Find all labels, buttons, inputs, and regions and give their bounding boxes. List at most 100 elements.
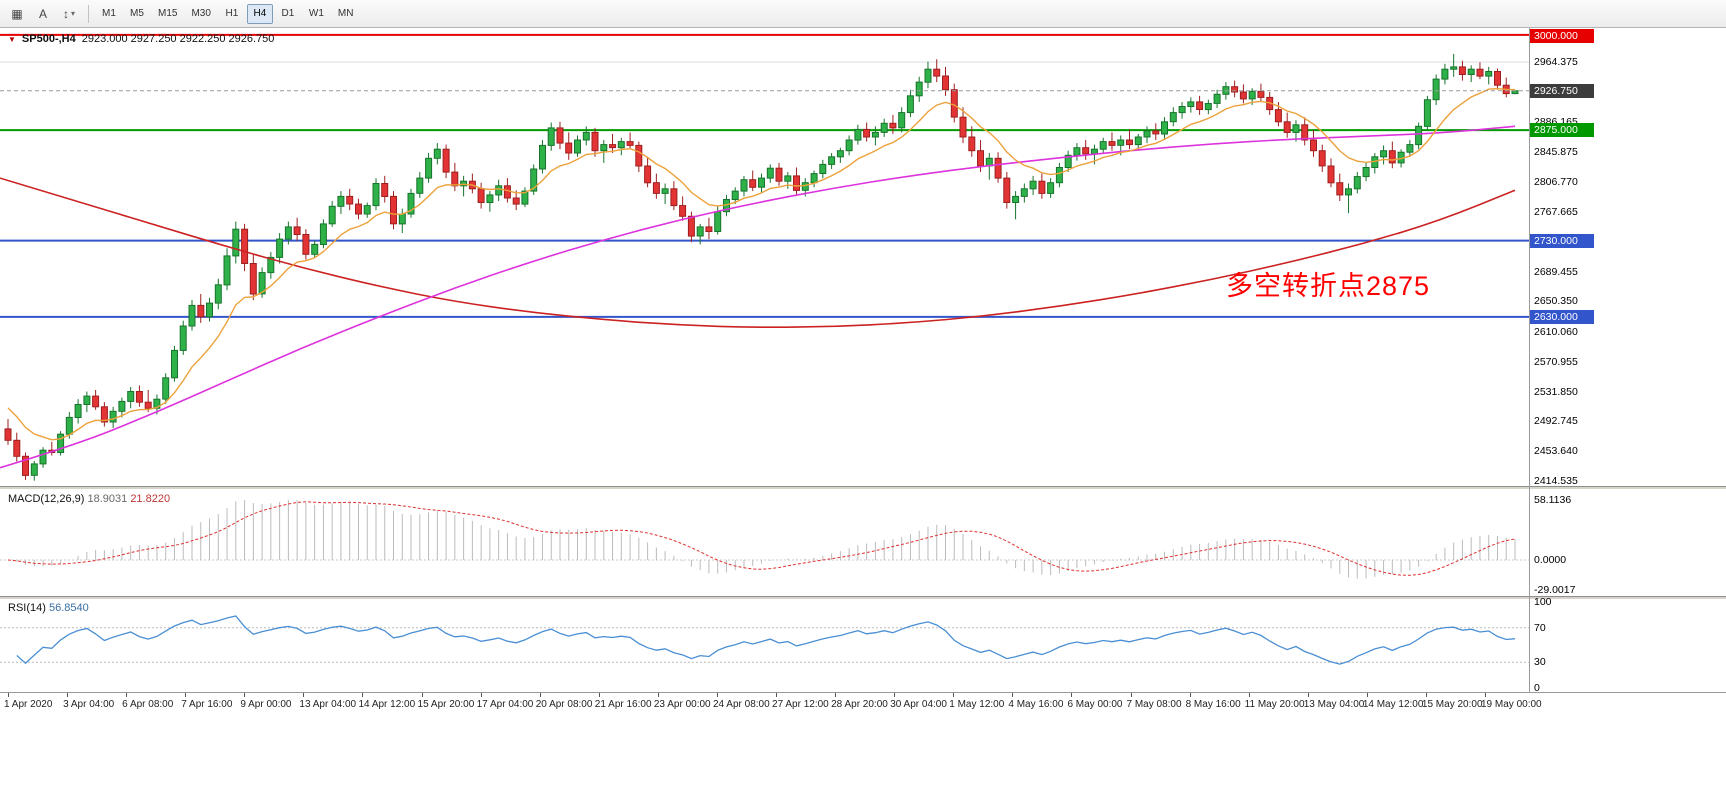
time-axis-label: 1 May 12:00 [949, 699, 1005, 710]
time-axis-label: 7 Apr 16:00 [181, 699, 233, 710]
time-tick [953, 693, 955, 697]
time-tick [303, 693, 305, 697]
price-axis-label: 2453.640 [1534, 445, 1578, 458]
price-axis-label: 2570.955 [1534, 355, 1578, 368]
price-axis-label: 2964.375 [1534, 56, 1578, 69]
time-axis-label: 1 Apr 2020 [4, 699, 53, 710]
time-tick [1248, 693, 1250, 697]
time-axis-label: 15 Apr 20:00 [417, 699, 475, 710]
rsi-axis-label: 70 [1534, 621, 1546, 634]
time-axis-label: 4 May 16:00 [1008, 699, 1064, 710]
text-annotation-tool-button[interactable]: A [38, 6, 47, 21]
rsi-canvas[interactable] [0, 600, 1529, 691]
macd-name: MACD(12,26,9) [8, 493, 85, 505]
toolbar-separator [88, 4, 89, 23]
rsi-name: RSI(14) [8, 602, 46, 614]
time-tick [894, 693, 896, 697]
scale-tool-button[interactable]: ↕ ▾ [62, 6, 75, 21]
chart-title: ▼ SP500-,H4 2923.000 2927.250 2922.250 2… [8, 33, 274, 45]
time-tick [657, 693, 659, 697]
tf-button-W1[interactable]: W1 [308, 8, 324, 19]
price-axis-label: 2610.060 [1534, 326, 1578, 339]
price-axis-label: 2845.875 [1534, 146, 1578, 159]
time-axis-label: 30 Apr 04:00 [890, 699, 947, 710]
time-tick [8, 693, 9, 697]
rsi-axis-label: 100 [1534, 596, 1552, 608]
time-tick [1307, 693, 1309, 697]
tf-button-MN[interactable]: MN [337, 8, 354, 19]
time-axis-label: 23 Apr 00:00 [653, 699, 711, 710]
panel-divider[interactable] [0, 486, 1726, 490]
tf-button-M15[interactable]: M15 [158, 8, 178, 19]
price-axis-label: 2650.350 [1534, 295, 1578, 308]
rsi-indicator-label: RSI(14) 56.8540 [8, 602, 89, 614]
time-tick [835, 693, 837, 697]
time-axis-label: 20 Apr 08:00 [535, 699, 593, 710]
time-axis-label: 6 Apr 08:00 [122, 699, 174, 710]
time-axis-label: 9 Apr 00:00 [240, 699, 292, 710]
time-axis-label: 15 May 20:00 [1421, 699, 1483, 710]
time-axis[interactable]: 1 Apr 2020 3 Apr 04:00 6 Apr 08:00 7 Apr 16… [0, 692, 1726, 714]
rsi-axis-label: 30 [1534, 656, 1546, 669]
tf-button-H1[interactable]: H1 [225, 8, 239, 19]
chart-ohlc-values: 2923.000 2927.250 2922.250 2926.750 [81, 33, 275, 45]
price-badge-2630.000: 2630.000 [1530, 309, 1594, 324]
symbol-marker-icon: ▼ [8, 34, 16, 44]
price-axis-border [1529, 28, 1530, 712]
toolbar-tools: ▦ A ↕ ▾ [4, 3, 82, 25]
macd-value-main: 18.9031 [87, 493, 128, 505]
time-axis-label: 24 Apr 08:00 [712, 699, 770, 710]
macd-canvas[interactable] [0, 490, 1529, 596]
time-tick [185, 693, 187, 697]
time-tick [598, 693, 600, 697]
rsi-value: 56.8540 [48, 602, 89, 614]
macd-axis-label: -29.0017 [1534, 583, 1576, 596]
chart-window-tool-button[interactable]: ▦ [11, 6, 23, 21]
time-axis-label: 27 Apr 12:00 [772, 699, 829, 710]
time-axis-label: 13 May 04:00 [1303, 699, 1365, 710]
macd-indicator-label: MACD(12,26,9) 18.9031 21.8220 [8, 493, 170, 505]
price-axis-label: 2492.745 [1534, 415, 1578, 428]
price-badge-3000.000: 3000.000 [1530, 29, 1594, 43]
time-axis-label: 13 Apr 04:00 [299, 699, 357, 710]
time-tick [776, 693, 778, 697]
macd-axis-label: 58.1136 [1534, 494, 1572, 506]
main-chart-canvas[interactable] [0, 30, 1529, 486]
time-tick [716, 693, 718, 697]
tf-button-D1[interactable]: D1 [281, 8, 295, 19]
time-axis-label: 19 May 00:00 [1481, 699, 1542, 710]
macd-value-signal: 21.8220 [130, 493, 171, 505]
time-tick [1071, 693, 1073, 697]
time-axis-label: 14 May 12:00 [1362, 699, 1424, 710]
time-tick [67, 693, 69, 697]
price-axis-label: 2806.770 [1534, 176, 1578, 189]
chart-annotation-text[interactable]: 多空转折点2875 [1226, 271, 1431, 301]
time-axis-label: 21 Apr 16:00 [594, 699, 652, 710]
time-axis-label: 17 Apr 04:00 [476, 699, 534, 710]
price-axis-label: 2531.850 [1534, 385, 1578, 398]
panel-divider[interactable] [0, 596, 1726, 600]
time-axis-label: 11 May 20:00 [1244, 699, 1305, 710]
tf-button-H4[interactable]: H4 [246, 3, 273, 24]
price-axis-label: 2689.455 [1534, 265, 1578, 278]
time-tick [539, 693, 541, 697]
time-tick [1425, 693, 1427, 697]
tf-button-M1[interactable]: M1 [102, 8, 116, 19]
rsi-axis-label: 0 [1534, 682, 1540, 694]
tf-button-M5[interactable]: M5 [130, 8, 144, 19]
time-tick [1130, 693, 1132, 697]
time-tick [480, 693, 482, 697]
price-axis[interactable]: 2964.375 2886.165 2845.875 2806.770 2767.665… [1530, 0, 1726, 712]
chart-symbol-timeframe: SP500-,H4 [21, 33, 76, 45]
time-axis-label: 8 May 16:00 [1185, 699, 1241, 710]
chevron-down-icon: ▾ [70, 9, 75, 18]
time-tick [1366, 693, 1368, 697]
time-tick [126, 693, 128, 697]
price-badge-2875.000: 2875.000 [1530, 123, 1594, 138]
time-tick [362, 693, 364, 697]
price-axis-label: 2767.665 [1534, 205, 1578, 218]
time-axis-label: 7 May 08:00 [1126, 699, 1182, 710]
time-tick [1012, 693, 1014, 697]
tf-button-M30[interactable]: M30 [191, 8, 211, 19]
